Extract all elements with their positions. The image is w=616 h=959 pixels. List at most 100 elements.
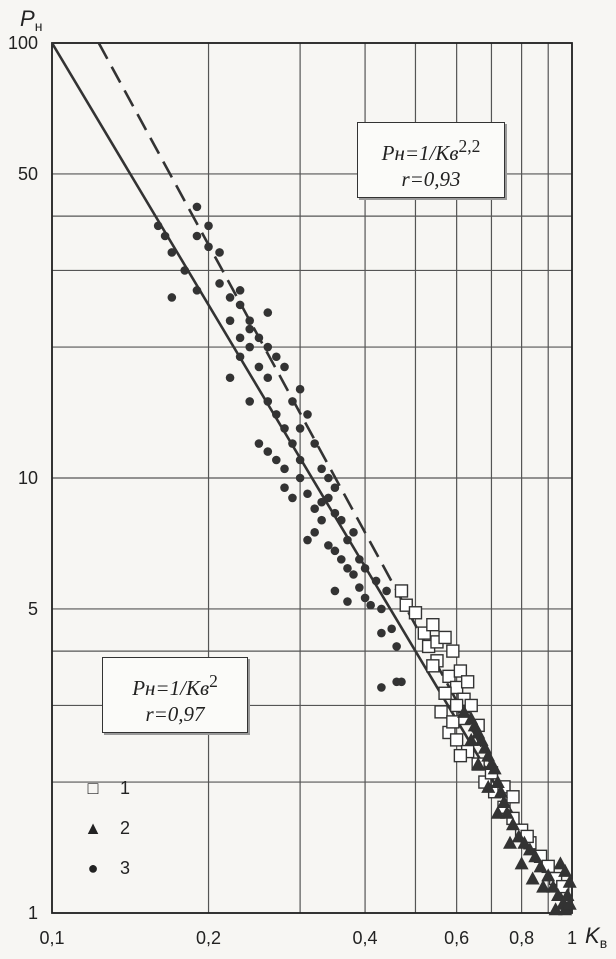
formula-solid: Pн=1/Kв — [132, 676, 210, 700]
data-point-square — [394, 584, 409, 598]
data-point-circle — [295, 455, 305, 465]
x-tick-label: 0,8 — [509, 928, 534, 948]
tick-labels: 0,1 0,2 0,4 0,6 0,8 1 100 50 10 5 1 — [8, 33, 577, 948]
data-point-square — [438, 686, 452, 700]
axis-label-subscript: в — [600, 935, 607, 951]
data-point-circle — [160, 231, 170, 241]
data-point-circle — [349, 570, 358, 579]
data-point-circle — [153, 221, 163, 231]
data-point-triangle — [541, 868, 556, 882]
data-point-square — [449, 698, 464, 713]
data-point-circle — [235, 286, 245, 295]
data-point-circle — [324, 541, 333, 550]
data-point-circle — [192, 202, 202, 212]
data-point-circle — [317, 464, 326, 474]
data-point-circle — [377, 604, 386, 614]
x-tick-label: 0,6 — [444, 928, 469, 948]
data-point-triangle — [500, 805, 515, 819]
data-point-triangle — [503, 835, 518, 849]
data-point-circle — [215, 279, 224, 288]
data-point-triangle — [562, 874, 577, 888]
data-point-circle — [310, 439, 319, 448]
data-point-square — [446, 715, 460, 729]
data-point-circle — [366, 600, 375, 610]
data-point-triangle — [548, 902, 563, 916]
data-point-circle — [263, 342, 273, 352]
data-point-circle — [254, 362, 264, 372]
data-point-circle — [336, 555, 346, 564]
data-point-circle — [355, 583, 364, 592]
legend-item-triangle: ▲ 2 — [82, 818, 130, 839]
data-point-circle — [343, 535, 352, 545]
data-point-circle — [272, 455, 281, 465]
legend-item-square: □ 1 — [82, 778, 130, 799]
x-tick-label: 0,4 — [353, 928, 378, 948]
data-point-triangle — [511, 829, 526, 843]
data-point-circle — [295, 384, 305, 394]
data-point-circle — [235, 352, 245, 362]
data-point-square — [408, 606, 423, 620]
x-tick-label: 0,2 — [196, 928, 221, 948]
data-point-circle — [235, 333, 245, 343]
data-point-square — [449, 733, 464, 747]
data-point-circle — [288, 397, 297, 406]
data-point-circle — [360, 593, 370, 603]
data-point-square — [449, 680, 464, 695]
data-point-circle — [245, 342, 255, 352]
data-point-circle — [317, 515, 326, 525]
data-point-circle — [288, 493, 297, 503]
data-point-circle — [349, 528, 358, 537]
data-point-triangle — [514, 856, 529, 870]
y-tick-label: 50 — [18, 164, 38, 184]
data-point-circle — [263, 308, 273, 317]
legend-item-circle: ● 3 — [82, 858, 130, 879]
data-point-circle — [377, 628, 386, 638]
y-axis-label: Pн — [20, 6, 42, 34]
data-point-circle — [280, 362, 289, 372]
data-point-circle — [324, 493, 333, 503]
data-point-triangle — [551, 887, 566, 901]
data-point-circle — [167, 293, 177, 302]
data-point-circle — [245, 316, 255, 325]
data-point-triangle — [490, 775, 505, 789]
exponent-solid: 2 — [209, 671, 218, 691]
data-point-triangle — [517, 835, 532, 849]
data-point-circle — [245, 324, 255, 334]
data-point-circle — [280, 483, 289, 492]
data-point-circle — [377, 683, 386, 692]
data-point-triangle — [487, 761, 502, 775]
data-point-triangle — [525, 871, 540, 885]
data-point-square — [426, 659, 440, 673]
data-point-square — [464, 698, 478, 713]
circle-marker-icon: ● — [87, 858, 99, 878]
data-point-square — [460, 675, 475, 689]
data-point-square — [506, 790, 520, 804]
y-tick-label: 5 — [28, 599, 38, 619]
x-tick-label: 0,1 — [39, 928, 64, 948]
data-point-circle — [343, 564, 352, 573]
data-point-square — [453, 748, 468, 763]
data-point-circle — [263, 373, 273, 383]
data-point-circle — [272, 352, 281, 362]
data-point-circle — [303, 410, 312, 419]
data-point-triangle — [505, 817, 520, 831]
data-point-circle — [330, 546, 340, 556]
data-point-circle — [397, 677, 406, 687]
data-point-square — [446, 644, 460, 658]
y-tick-label: 1 — [28, 903, 38, 923]
data-point-circle — [343, 597, 352, 606]
data-point-triangle — [528, 849, 543, 863]
plot-frame — [51, 42, 573, 914]
data-point-circle — [225, 316, 235, 325]
data-point-triangle — [533, 859, 548, 873]
data-point-circle — [310, 528, 319, 537]
data-point-circle — [330, 508, 340, 518]
data-point-circle — [280, 464, 289, 474]
data-point-circle — [360, 564, 370, 573]
data-point-circle — [330, 586, 340, 596]
data-point-circle — [215, 248, 224, 257]
data-point-triangle — [471, 757, 486, 771]
data-point-circle — [225, 293, 235, 302]
data-point-circle — [245, 397, 255, 406]
data-point-triangle — [481, 779, 496, 793]
